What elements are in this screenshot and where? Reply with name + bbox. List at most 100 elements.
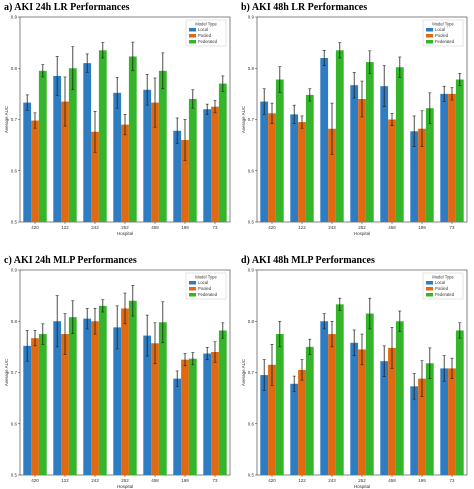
legend-swatch-pooled bbox=[189, 287, 196, 291]
legend-swatch-federated bbox=[426, 40, 433, 44]
x-tick-label: 458 bbox=[388, 225, 396, 230]
legend-item-pooled: Pooled bbox=[435, 33, 449, 38]
y-tick-label: 0.8 bbox=[248, 319, 255, 324]
bar-local bbox=[440, 93, 449, 222]
x-tick-label: 199 bbox=[418, 478, 426, 483]
x-tick-label: 420 bbox=[31, 478, 39, 483]
bar-federated bbox=[305, 346, 314, 475]
y-tick-label: 0.7 bbox=[248, 117, 255, 122]
legend-title: Model Type bbox=[432, 22, 454, 27]
bar-pooled bbox=[358, 99, 366, 222]
bar-pooled bbox=[91, 131, 99, 222]
bar-federated bbox=[455, 79, 464, 223]
y-tick-label: 0.5 bbox=[248, 220, 255, 225]
y-tick-label: 0.7 bbox=[11, 370, 18, 375]
x-tick-label: 122 bbox=[298, 225, 306, 230]
bar-local bbox=[23, 102, 32, 222]
legend-title: Model Type bbox=[195, 275, 217, 280]
y-tick-label: 0.8 bbox=[11, 319, 18, 324]
x-tick-label: 252 bbox=[358, 478, 366, 483]
bar-pooled bbox=[211, 352, 219, 475]
bar-pooled bbox=[358, 349, 366, 475]
x-tick-label: 243 bbox=[328, 225, 336, 230]
bar-local bbox=[410, 386, 419, 475]
x-tick-label: 252 bbox=[121, 225, 129, 230]
bar-pooled bbox=[61, 334, 69, 475]
y-tick-label: 0.7 bbox=[248, 370, 255, 375]
legend-swatch-local bbox=[189, 28, 196, 32]
bar-local bbox=[23, 345, 32, 475]
bar-pooled bbox=[31, 120, 39, 222]
y-tick-label: 0.9 bbox=[248, 268, 255, 273]
y-axis-label: Average AUC bbox=[241, 358, 246, 386]
bar-federated bbox=[188, 358, 197, 475]
legend-swatch-local bbox=[426, 28, 433, 32]
bar-federated bbox=[128, 56, 137, 223]
legend-swatch-local bbox=[189, 281, 196, 285]
legend-swatch-local bbox=[426, 281, 433, 285]
legend-item-federated: Federated bbox=[435, 292, 455, 297]
x-tick-label: 199 bbox=[418, 225, 426, 230]
y-tick-label: 0.9 bbox=[11, 15, 18, 20]
y-tick-label: 0.5 bbox=[248, 473, 255, 478]
legend-item-federated: Federated bbox=[198, 39, 218, 44]
bar-local bbox=[290, 383, 299, 475]
legend-swatch-federated bbox=[426, 293, 433, 297]
y-tick-label: 0.6 bbox=[248, 421, 255, 426]
legend-title: Model Type bbox=[432, 275, 454, 280]
legend-box bbox=[185, 19, 227, 47]
bar-local bbox=[53, 321, 62, 475]
bar-federated bbox=[158, 322, 167, 475]
bar-pooled bbox=[388, 347, 396, 475]
legend-swatch-pooled bbox=[426, 287, 433, 291]
bar-pooled bbox=[328, 128, 336, 222]
bar-pooled bbox=[268, 364, 276, 475]
bar-federated bbox=[68, 317, 77, 475]
bar-local bbox=[380, 361, 389, 475]
y-tick-label: 0.5 bbox=[11, 220, 18, 225]
bar-federated bbox=[98, 305, 107, 475]
bar-local bbox=[260, 375, 269, 475]
bar-federated bbox=[218, 330, 227, 475]
panel-title: a) AKI 24h LR Performances bbox=[4, 2, 130, 13]
x-tick-label: 243 bbox=[328, 478, 336, 483]
bar-local bbox=[173, 130, 182, 222]
y-tick-label: 0.9 bbox=[248, 15, 255, 20]
bar-pooled bbox=[121, 124, 129, 222]
bar-federated bbox=[38, 70, 47, 222]
x-tick-label: 243 bbox=[91, 478, 99, 483]
bar-federated bbox=[275, 79, 284, 223]
x-tick-label: 252 bbox=[121, 478, 129, 483]
bar-federated bbox=[365, 62, 374, 222]
bar-federated bbox=[425, 363, 434, 475]
chart-panel-1: b) AKI 48h LR Performances 0.5 0.6 0.7 0.8 0.… bbox=[241, 2, 468, 236]
legend-item-federated: Federated bbox=[435, 39, 455, 44]
bar-pooled bbox=[151, 102, 159, 222]
bar-local bbox=[143, 89, 152, 223]
y-tick-label: 0.7 bbox=[11, 117, 18, 122]
legend-item-local: Local bbox=[435, 27, 445, 32]
bar-pooled bbox=[31, 338, 39, 475]
legend-title: Model Type bbox=[195, 22, 217, 27]
bar-pooled bbox=[298, 369, 306, 475]
x-tick-label: 122 bbox=[61, 225, 69, 230]
bar-pooled bbox=[328, 334, 336, 475]
bar-pooled bbox=[418, 378, 426, 475]
bar-local bbox=[143, 335, 152, 475]
x-tick-label: 420 bbox=[268, 225, 276, 230]
x-tick-label: 122 bbox=[61, 478, 69, 483]
bar-local bbox=[83, 63, 92, 222]
bar-pooled bbox=[268, 113, 276, 222]
bar-local bbox=[203, 109, 212, 222]
y-tick-label: 0.6 bbox=[11, 168, 18, 173]
x-tick-label: 458 bbox=[151, 478, 159, 483]
x-axis-label: Hospital bbox=[117, 231, 133, 236]
y-tick-label: 0.6 bbox=[11, 421, 18, 426]
bar-federated bbox=[395, 67, 404, 222]
legend-swatch-federated bbox=[189, 40, 196, 44]
bar-pooled bbox=[418, 128, 426, 222]
x-tick-label: 199 bbox=[181, 478, 189, 483]
bar-local bbox=[113, 327, 122, 475]
y-tick-label: 0.8 bbox=[248, 66, 255, 71]
